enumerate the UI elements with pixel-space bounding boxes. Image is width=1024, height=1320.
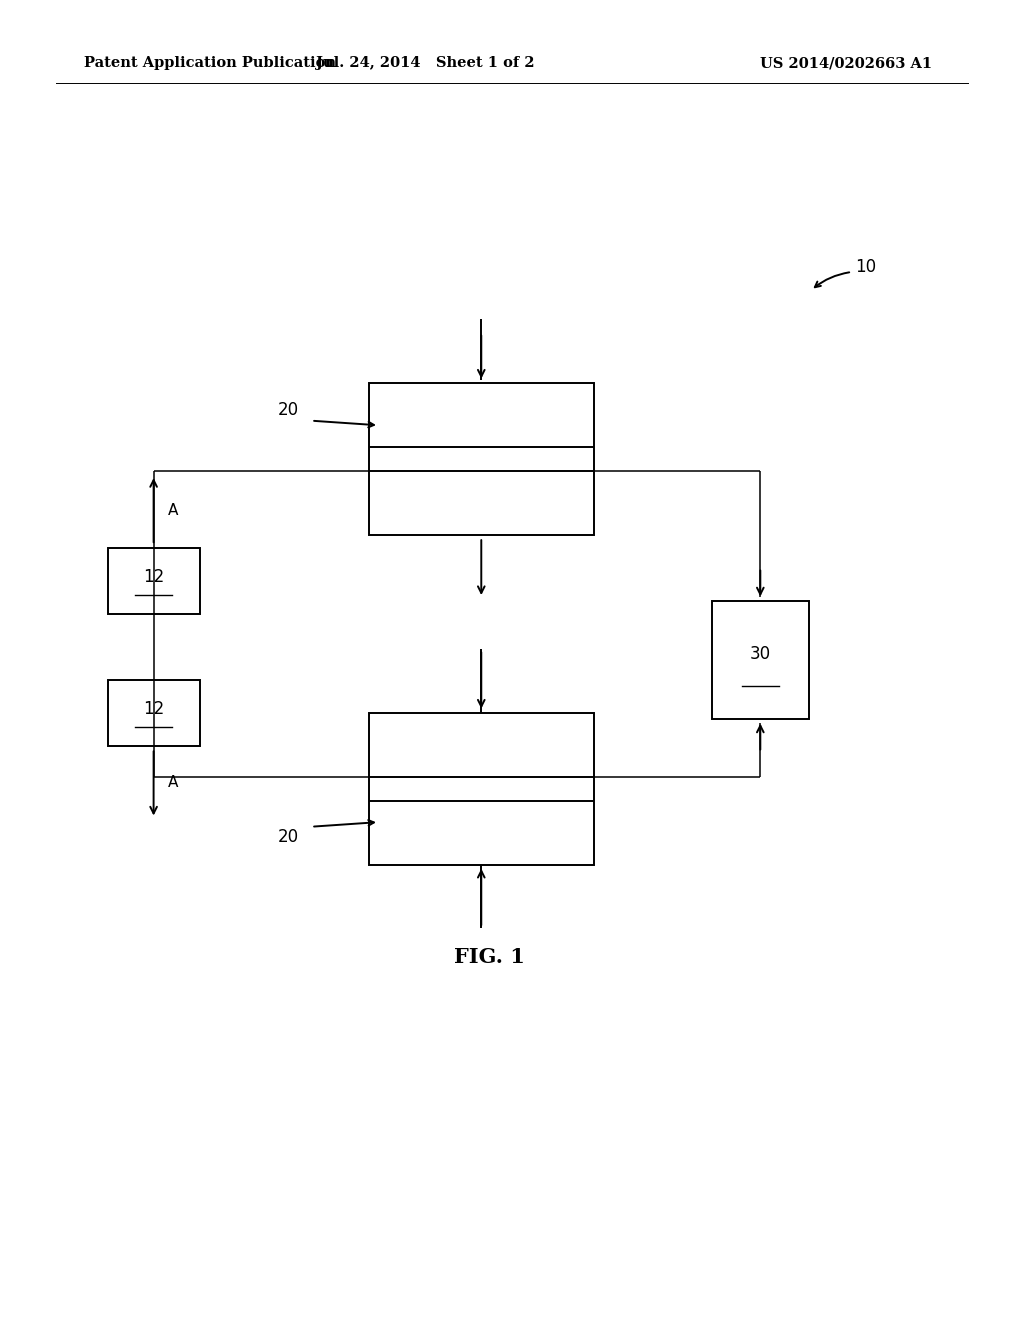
Text: 30: 30 bbox=[750, 645, 771, 663]
Text: US 2014/0202663 A1: US 2014/0202663 A1 bbox=[760, 57, 932, 70]
Text: A: A bbox=[168, 503, 178, 519]
Text: 12: 12 bbox=[143, 569, 164, 586]
Bar bbox=[369, 713, 594, 865]
Text: Patent Application Publication: Patent Application Publication bbox=[84, 57, 336, 70]
Bar bbox=[108, 680, 200, 746]
Bar bbox=[712, 601, 809, 719]
Bar bbox=[108, 548, 200, 614]
Text: FIG. 1: FIG. 1 bbox=[454, 946, 525, 968]
Text: 12: 12 bbox=[143, 701, 164, 718]
Text: Jul. 24, 2014   Sheet 1 of 2: Jul. 24, 2014 Sheet 1 of 2 bbox=[315, 57, 535, 70]
Text: 10: 10 bbox=[855, 257, 877, 276]
Text: A: A bbox=[168, 775, 178, 791]
Text: 20: 20 bbox=[278, 828, 299, 846]
Text: 20: 20 bbox=[278, 401, 299, 420]
Bar bbox=[369, 383, 594, 535]
